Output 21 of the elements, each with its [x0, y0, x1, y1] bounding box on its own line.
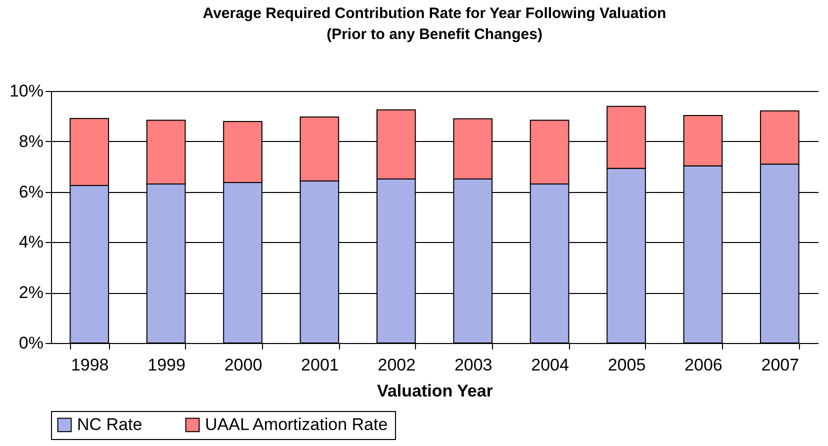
- x-axis-title: Valuation Year: [377, 382, 494, 400]
- y-tick-label: 2%: [18, 283, 44, 302]
- x-tick-label: 2004: [531, 356, 569, 374]
- x-tick-label: 2000: [224, 356, 262, 374]
- chart-subtitle: (Prior to any Benefit Changes): [326, 26, 542, 43]
- y-tick-label: 10%: [9, 82, 44, 100]
- x-tick-label: 2001: [301, 356, 339, 374]
- y-tick-label: 4%: [18, 232, 44, 252]
- x-tick-label: 2007: [761, 356, 800, 374]
- x-tick-label: 2006: [684, 356, 722, 374]
- x-tick-label: 1999: [148, 356, 186, 374]
- chart-title: Average Required Contribution Rate for Year Following Valuation: [202, 5, 666, 22]
- y-tick-label: 8%: [18, 132, 44, 151]
- legend-label: NC Rate: [77, 414, 142, 434]
- x-tick-label: 2002: [378, 356, 416, 374]
- x-tick-label: 2005: [608, 356, 646, 374]
- legend-label: UAAL Amortization Rate: [205, 414, 388, 434]
- y-tick-label: 0%: [18, 334, 44, 352]
- y-tick-label: 6%: [18, 182, 44, 202]
- x-tick-label: 2003: [454, 356, 492, 374]
- x-tick-label: 1998: [70, 356, 109, 374]
